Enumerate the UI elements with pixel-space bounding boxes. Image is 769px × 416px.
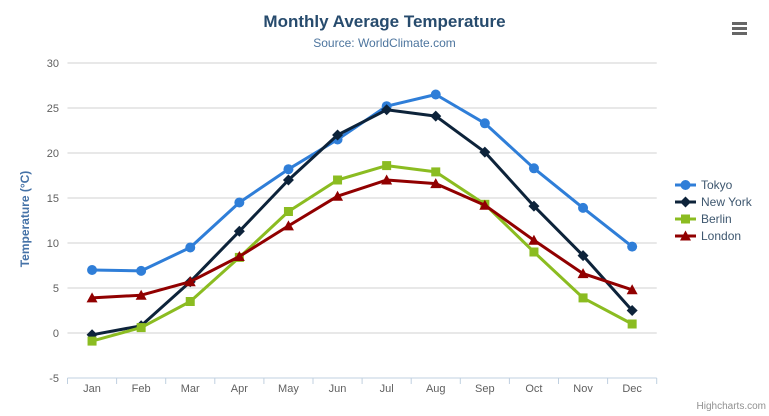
data-point-tokyo	[578, 202, 589, 213]
data-point-london	[528, 234, 540, 245]
data-point-new-york	[332, 129, 344, 141]
x-tick-label: Aug	[426, 383, 446, 395]
data-point-berlin	[333, 175, 343, 185]
data-point-tokyo	[185, 242, 196, 253]
data-point-london	[282, 220, 294, 231]
legend-label: London	[701, 228, 742, 243]
context-menu-button[interactable]	[728, 17, 753, 40]
y-tick-label: 20	[47, 148, 59, 160]
legend-label: Tokyo	[701, 177, 733, 192]
data-point-tokyo	[627, 241, 638, 252]
data-point-tokyo	[87, 265, 98, 275]
legend-marker-triangle-icon	[675, 230, 696, 240]
data-point-tokyo	[528, 163, 539, 174]
data-point-tokyo	[283, 164, 294, 175]
legend-label: Berlin	[701, 211, 732, 226]
x-tick-label: Feb	[132, 383, 151, 395]
data-point-berlin	[87, 336, 97, 346]
series-line-berlin	[90, 164, 634, 343]
data-point-tokyo	[430, 89, 441, 100]
data-point-berlin	[136, 323, 146, 333]
legend-marker-circle-icon	[675, 179, 696, 190]
data-point-london	[86, 292, 98, 303]
data-point-new-york	[430, 110, 442, 122]
x-tick-label: Dec	[622, 383, 642, 395]
data-point-new-york	[233, 225, 245, 237]
y-tick-label: 0	[53, 328, 59, 340]
data-point-berlin	[529, 247, 539, 257]
data-point-london	[332, 190, 344, 201]
data-point-tokyo	[234, 197, 245, 208]
data-point-berlin	[578, 293, 588, 303]
series-london	[86, 174, 638, 303]
series-line-new-york	[90, 108, 634, 337]
chart-title: Monthly Average Temperature	[263, 12, 506, 31]
data-point-london	[233, 251, 245, 261]
data-point-new-york	[577, 250, 589, 262]
data-point-london	[479, 199, 491, 210]
series-new-york	[86, 104, 638, 341]
legend-marker-square-icon	[675, 214, 696, 223]
y-tick-label: 25	[47, 103, 59, 115]
data-point-london	[430, 178, 442, 189]
legend-item-berlin[interactable]: Berlin	[675, 210, 752, 227]
data-point-tokyo	[479, 118, 490, 129]
data-point-berlin	[382, 161, 392, 171]
y-tick-label: 10	[47, 238, 59, 250]
x-tick-label: Oct	[525, 383, 542, 395]
legend-marker-diamond-icon	[675, 196, 696, 207]
legend-label: New York	[701, 194, 752, 209]
legend-item-tokyo[interactable]: Tokyo	[675, 176, 752, 193]
legend: Tokyo New York Berlin London	[675, 176, 752, 244]
x-tick-label: Sep	[475, 383, 495, 395]
x-tick-label: May	[278, 383, 299, 395]
data-point-new-york	[528, 200, 540, 212]
y-tick-label: 15	[47, 193, 59, 205]
data-point-london	[135, 289, 147, 300]
chart-subtitle: Source: WorldClimate.com	[313, 36, 456, 50]
data-point-london	[626, 284, 638, 295]
series-line-london	[90, 178, 634, 300]
data-point-berlin	[431, 167, 441, 177]
data-point-tokyo	[136, 265, 147, 276]
data-point-new-york	[479, 146, 491, 158]
data-point-berlin	[185, 297, 195, 306]
y-axis-title: Temperature (°C)	[18, 170, 32, 268]
data-point-london	[577, 268, 589, 279]
data-point-berlin	[283, 207, 293, 216]
x-tick-label: Nov	[573, 383, 593, 395]
y-tick-label: -5	[49, 373, 59, 385]
data-point-london	[381, 174, 393, 185]
x-tick-label: Jul	[380, 383, 394, 395]
data-point-berlin	[627, 319, 637, 329]
legend-item-london[interactable]: London	[675, 227, 752, 244]
x-tick-label: Jun	[329, 383, 347, 395]
y-tick-label: 5	[53, 283, 59, 295]
data-point-london	[184, 276, 196, 287]
legend-item-new-york[interactable]: New York	[675, 193, 752, 210]
x-tick-label: Apr	[231, 383, 248, 395]
data-point-new-york	[381, 104, 393, 116]
data-point-new-york	[282, 174, 294, 186]
highcharts-credit[interactable]: Highcharts.com	[696, 401, 766, 412]
data-point-new-york	[626, 305, 638, 316]
series-tokyo	[87, 89, 638, 276]
y-tick-label: 30	[47, 58, 59, 70]
hamburger-menu-icon	[732, 22, 749, 35]
x-tick-label: Jan	[83, 383, 101, 395]
x-tick-label: Mar	[181, 383, 200, 395]
